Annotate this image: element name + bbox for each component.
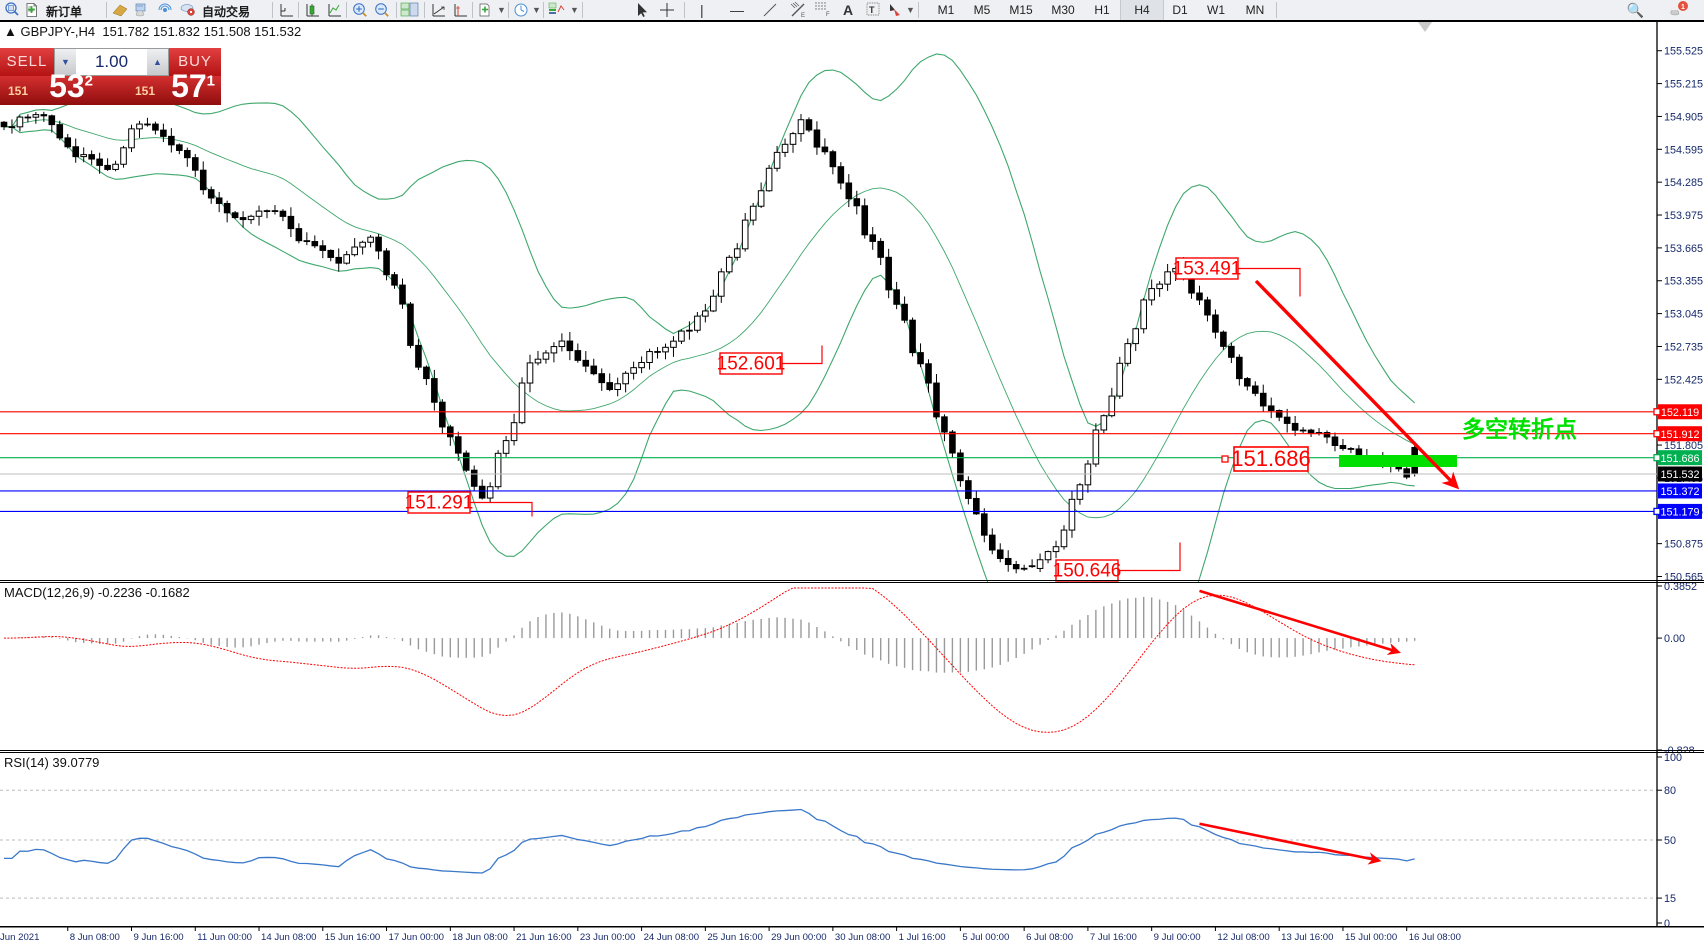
svg-text:155.525: 155.525 (1664, 46, 1703, 58)
svg-text:154.285: 154.285 (1664, 177, 1703, 189)
svg-text:18 Jun 08:00: 18 Jun 08:00 (452, 932, 507, 943)
svg-text:151.372: 151.372 (1660, 486, 1699, 498)
svg-text:151.291: 151.291 (405, 493, 474, 514)
svg-text:152.425: 152.425 (1664, 374, 1703, 386)
svg-text:0.00: 0.00 (1664, 633, 1685, 645)
svg-text:21 Jun 16:00: 21 Jun 16:00 (516, 932, 571, 943)
svg-text:100: 100 (1664, 753, 1682, 764)
svg-text:153.975: 153.975 (1664, 210, 1703, 222)
svg-text:1: 1 (1681, 4, 1685, 11)
svg-text:155.215: 155.215 (1664, 79, 1703, 91)
svg-text:80: 80 (1664, 785, 1676, 797)
svg-text:50: 50 (1664, 835, 1676, 847)
svg-text:29 Jun 00:00: 29 Jun 00:00 (771, 932, 826, 943)
svg-text:0.3852: 0.3852 (1664, 583, 1697, 593)
svg-text:15 Jun 16:00: 15 Jun 16:00 (325, 932, 380, 943)
svg-text:151.912: 151.912 (1660, 429, 1699, 441)
svg-text:13 Jul 16:00: 13 Jul 16:00 (1281, 932, 1333, 943)
svg-text:151.179: 151.179 (1660, 507, 1699, 519)
svg-text:150.646: 150.646 (1053, 561, 1122, 582)
svg-text:15 Jul 00:00: 15 Jul 00:00 (1345, 932, 1397, 943)
svg-text:7 Jun 2021: 7 Jun 2021 (0, 932, 39, 943)
svg-text:7 Jul 16:00: 7 Jul 16:00 (1090, 932, 1137, 943)
svg-text:0: 0 (1664, 918, 1670, 927)
svg-text:T: T (869, 5, 875, 15)
svg-text:F: F (826, 12, 830, 18)
svg-text:150.565: 150.565 (1664, 571, 1703, 583)
svg-text:154.595: 154.595 (1664, 144, 1703, 156)
svg-text:24 Jun 08:00: 24 Jun 08:00 (644, 932, 699, 943)
svg-text:30 Jun 08:00: 30 Jun 08:00 (835, 932, 890, 943)
svg-text:151.532: 151.532 (1660, 469, 1699, 481)
svg-text:多空转折点: 多空转折点 (1462, 416, 1577, 442)
svg-text:150.875: 150.875 (1664, 539, 1703, 551)
svg-text:152.735: 152.735 (1664, 341, 1703, 353)
svg-text:154.905: 154.905 (1664, 111, 1703, 123)
svg-text:153.045: 153.045 (1664, 309, 1703, 321)
svg-text:12 Jul 08:00: 12 Jul 08:00 (1217, 932, 1269, 943)
svg-text:9 Jun 16:00: 9 Jun 16:00 (134, 932, 184, 943)
svg-text:16 Jul 08:00: 16 Jul 08:00 (1409, 932, 1461, 943)
svg-text:5 Jul 00:00: 5 Jul 00:00 (962, 932, 1009, 943)
svg-text:8 Jun 08:00: 8 Jun 08:00 (70, 932, 120, 943)
svg-text:25 Jun 16:00: 25 Jun 16:00 (707, 932, 762, 943)
svg-text:152.119: 152.119 (1661, 407, 1699, 419)
svg-text:153.665: 153.665 (1664, 243, 1703, 255)
svg-text:151.686: 151.686 (1660, 453, 1699, 465)
svg-text:17 Jun 00:00: 17 Jun 00:00 (389, 932, 444, 943)
svg-text:E: E (801, 13, 805, 18)
svg-text:6 Jul 08:00: 6 Jul 08:00 (1026, 932, 1073, 943)
svg-text:1 Jul 16:00: 1 Jul 16:00 (899, 932, 946, 943)
svg-text:153.355: 153.355 (1664, 276, 1703, 288)
svg-text:9 Jul 00:00: 9 Jul 00:00 (1154, 932, 1201, 943)
svg-text:151.686: 151.686 (1231, 446, 1311, 471)
svg-text:15: 15 (1664, 893, 1676, 905)
svg-text:152.601: 152.601 (717, 354, 786, 375)
svg-text:-0.828: -0.828 (1664, 745, 1695, 753)
svg-text:11 Jun 00:00: 11 Jun 00:00 (197, 932, 252, 943)
svg-text:14 Jun 08:00: 14 Jun 08:00 (261, 932, 316, 943)
svg-text:23 Jun 00:00: 23 Jun 00:00 (580, 932, 635, 943)
svg-text:153.491: 153.491 (1173, 259, 1242, 280)
